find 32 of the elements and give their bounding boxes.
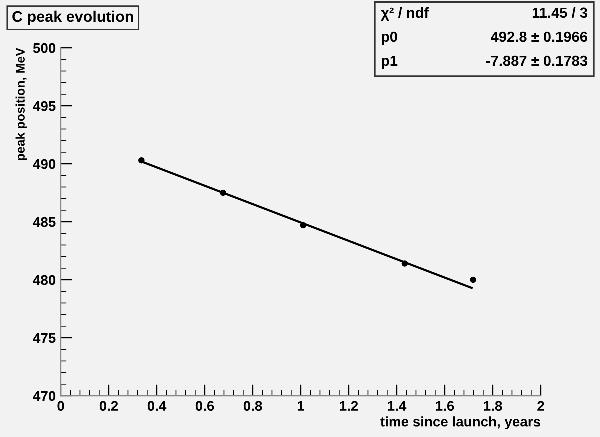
x-tick-label: 0	[58, 401, 64, 412]
text: p0	[382, 32, 398, 46]
x-tick-label: 0.2	[100, 401, 118, 412]
y-tick-label: 495	[33, 101, 56, 112]
x-tick-label: 1.2	[340, 401, 358, 411]
x-tick-label: 0.8	[244, 401, 262, 412]
text: 492.8 ± 0.1966	[491, 32, 588, 42]
point	[138, 157, 145, 164]
annotation: -7.887 ± 0.1783	[486, 56, 588, 66]
chart-title: C peak evolution	[12, 10, 134, 26]
point	[220, 190, 226, 196]
y-tick-label: 470	[33, 391, 56, 402]
text: χ² / ndf	[381, 7, 430, 21]
y-tick-label: 500	[33, 43, 56, 54]
x-tick-label: 0.4	[148, 401, 167, 412]
x-tick-label: 0.6	[196, 401, 214, 412]
x-axis-title: time since launch, years	[380, 416, 540, 430]
point	[300, 222, 307, 229]
x-tick-label: 1.6	[436, 401, 454, 412]
x-tick-label: 1	[298, 401, 304, 411]
point	[470, 276, 476, 284]
text: 11.45 / 3	[532, 7, 588, 18]
x-tick-label: 1.8	[484, 401, 502, 412]
y-axis-title: peak position, MeV	[16, 48, 28, 160]
y-tick-label: 490	[33, 159, 56, 170]
x-tick-label: 1.4	[388, 401, 407, 411]
point	[402, 260, 408, 267]
annotation: p1	[382, 56, 398, 70]
x-tick-label: 2	[538, 401, 544, 411]
y-tick-label: 480	[33, 275, 56, 286]
y-tick-label: 485	[33, 217, 56, 228]
y-tick-label: 475	[33, 333, 56, 344]
